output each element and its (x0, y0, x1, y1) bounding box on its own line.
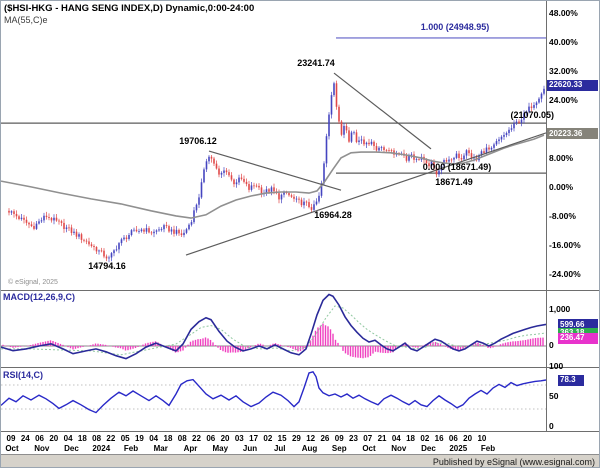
x-axis-date: 20 (220, 434, 230, 443)
x-axis-date: 04 (63, 434, 73, 443)
x-axis-month: Oct (5, 444, 19, 453)
x-axis-date: 16 (434, 434, 444, 443)
price-axis-tick: 24.00% (549, 95, 578, 105)
x-axis-date: 19 (134, 434, 144, 443)
x-axis-date: 26 (320, 434, 330, 443)
x-axis-date: 09 (334, 434, 344, 443)
price-tag: 22620.33 (547, 79, 598, 91)
x-axis-month: Mar (153, 444, 168, 453)
x-axis-date: 20 (463, 434, 473, 443)
x-axis-date: 04 (149, 434, 159, 443)
x-axis-date: 09 (6, 434, 16, 443)
x-axis-date: 08 (92, 434, 102, 443)
price-axis-tick: 40.00% (549, 37, 578, 47)
x-axis-date: 02 (263, 434, 273, 443)
x-axis-month: May (212, 444, 229, 453)
x-axis-date: 15 (277, 434, 287, 443)
resistance-level-label: (21070.05) (510, 110, 554, 120)
x-axis-month: Nov (391, 444, 407, 453)
x-axis-date: 05 (120, 434, 130, 443)
price-axis-tick: 48.00% (549, 8, 578, 18)
fib-low-label: 0.000 (18671.49) (422, 162, 492, 172)
rsi-value-tag: 78.3 (558, 374, 584, 386)
x-axis-date: 02 (420, 434, 430, 443)
swing-high-oct-label: 23241.74 (297, 58, 335, 68)
x-axis-month: Jun (242, 444, 258, 453)
x-axis-month: Feb (123, 444, 139, 453)
fib-high-label: 1.000 (24948.95) (420, 22, 490, 32)
x-axis-date: 22 (192, 434, 201, 443)
x-axis-month: Dec (421, 444, 436, 453)
x-axis-month: Sep (331, 444, 347, 453)
price-axis-tick: -8.00% (549, 211, 576, 221)
x-axis-month: Oct (362, 444, 376, 453)
copyright-note: © eSignal, 2025 (8, 279, 58, 286)
x-axis-date: 18 (406, 434, 415, 443)
x-axis-month: Jul (273, 444, 286, 453)
x-axis-month: Feb (480, 444, 496, 453)
macd-indicator-label: MACD(12,26,9,C) (3, 292, 76, 302)
swing-low-jan25-label: 18671.49 (435, 177, 473, 187)
x-axis-date: 29 (291, 434, 301, 443)
price-axis-tick: 0.00% (549, 182, 574, 192)
x-axis-date: 10 (477, 434, 487, 443)
x-axis-month: Nov (34, 444, 50, 453)
x-axis-month: 2025 (449, 444, 468, 453)
x-axis-date: 20 (49, 434, 59, 443)
swing-high-may-label: 19706.12 (179, 136, 217, 146)
price-axis-tick: -16.00% (549, 240, 581, 250)
x-axis-date: 22 (106, 434, 116, 443)
x-axis-date: 18 (163, 434, 173, 443)
x-axis-date: 24 (20, 434, 30, 443)
swing-low-sep-label: 16964.28 (314, 210, 352, 220)
price-axis-tick: 8.00% (549, 153, 574, 163)
x-axis-date: 04 (391, 434, 401, 443)
macd-value-tag: 599.66 (558, 319, 598, 331)
x-axis-date: 06 (448, 434, 458, 443)
x-axis-date: 23 (349, 434, 358, 443)
price-axis-tick: 32.00% (549, 66, 578, 76)
macd-value-tag: 236.47 (558, 332, 598, 344)
chart-title: ($HSI-HKG - HANG SENG INDEX,D) Dynamic,0… (4, 3, 255, 14)
x-axis-date: 12 (306, 434, 316, 443)
x-axis-date: 08 (177, 434, 187, 443)
x-axis-date: 18 (77, 434, 87, 443)
rsi-indicator-label: RSI(14,C) (3, 370, 44, 380)
x-axis-date: 07 (363, 434, 373, 443)
published-bar: Published by eSignal (www.esignal.com) (1, 454, 599, 467)
x-axis-date: 17 (249, 434, 259, 443)
macd-axis-tick: 0 (549, 340, 554, 350)
macd-axis-tick: 1,000 (549, 304, 571, 314)
rsi-axis-tick: 50 (549, 391, 559, 401)
x-axis-date: 03 (234, 434, 244, 443)
ma-overlay-label: MA(55,C)e (4, 15, 48, 25)
x-axis-date: 06 (206, 434, 216, 443)
x-axis-date: 06 (35, 434, 44, 443)
price-axis-tick: -24.00% (549, 269, 581, 279)
x-axis-month: 2024 (92, 444, 111, 453)
x-axis-month: Dec (64, 444, 79, 453)
price-tag: 20223.36 (547, 128, 598, 140)
swing-low-jan-label: 14794.16 (88, 261, 126, 271)
rsi-axis-tick: 0 (549, 421, 554, 431)
published-by-text: Published by eSignal (www.esignal.com) (432, 457, 595, 467)
x-axis-month: Apr (183, 444, 198, 453)
rsi-axis-tick: 100 (549, 361, 564, 371)
x-axis-month: Aug (301, 444, 318, 453)
x-axis-date: 21 (377, 434, 387, 443)
